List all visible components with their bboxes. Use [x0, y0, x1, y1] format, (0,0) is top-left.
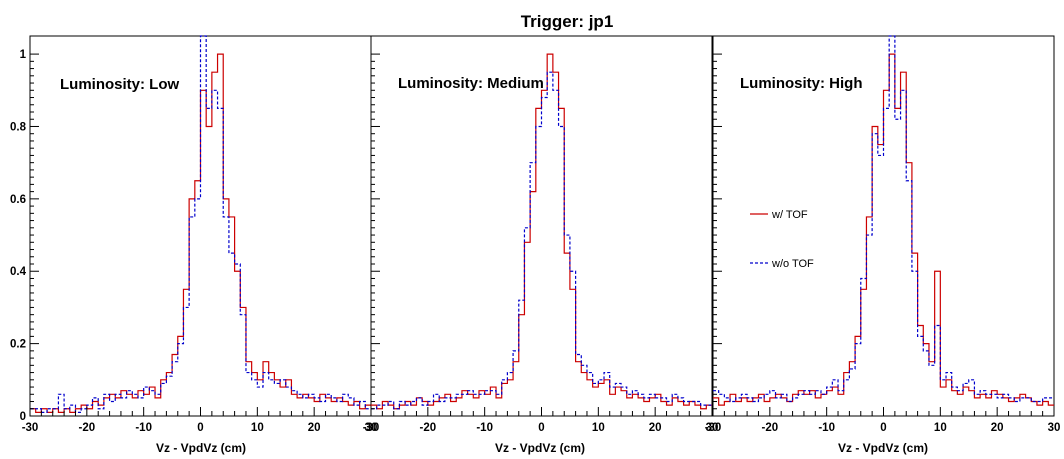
x-tick-label-low: 0	[197, 422, 203, 434]
x-tick-label-low: 10	[251, 422, 264, 434]
x-tick-label-medium: 30	[706, 422, 719, 434]
series-without-tof-high	[713, 35, 1054, 403]
x-tick-label-high: 10	[934, 422, 947, 434]
luminosity-label-high: Luminosity: High	[740, 75, 863, 92]
legend: w/ TOF w/o TOF	[750, 209, 814, 270]
x-axis-label-low: Vz - VpdVz (cm)	[156, 441, 246, 455]
plot-area-medium: -30 -20 -10 0 10 20 30	[363, 35, 719, 434]
luminosity-label-low: Luminosity: Low	[60, 76, 179, 93]
series-with-tof-low	[30, 53, 371, 413]
x-tick-label-high: -10	[818, 422, 835, 434]
x-tick-label-low: -10	[135, 422, 152, 434]
x-tick-label-medium: -20	[420, 422, 437, 434]
y-tick-label: 0.4	[10, 266, 27, 278]
x-tick-label-low: -20	[79, 422, 96, 434]
legend-label-with-tof: w/ TOF	[771, 209, 808, 221]
x-tick-label-medium: 10	[592, 422, 605, 434]
x-tick-label-high: 0	[880, 422, 886, 434]
legend-label-without-tof: w/o TOF	[771, 258, 814, 270]
x-tick-label-medium: -30	[363, 422, 380, 434]
figure-title: Trigger: jp1	[521, 12, 614, 31]
y-tick-label: 1	[20, 49, 27, 61]
y-tick-label: 0.8	[10, 121, 27, 133]
x-tick-label-high: 20	[991, 422, 1004, 434]
series-with-tof-high	[713, 53, 1054, 406]
plot-area-high: -30 -20 -10 0 10 20 30	[705, 35, 1061, 434]
series-without-tof-low	[30, 35, 371, 413]
y-tick-label: 0.2	[10, 339, 26, 351]
x-axis-label-high: Vz - VpdVz (cm)	[838, 441, 928, 455]
x-tick-label-high: -30	[705, 422, 722, 434]
y-tick-label: 0.6	[10, 194, 26, 206]
x-axis-label-medium: Vz - VpdVz (cm)	[495, 441, 585, 455]
x-tick-label-high: 30	[1048, 422, 1061, 434]
x-tick-label-low: 20	[308, 422, 321, 434]
y-tick-label: 0	[20, 411, 26, 423]
x-tick-label-high: -20	[762, 422, 779, 434]
x-tick-label-low: 30	[365, 422, 378, 434]
series-without-tof-medium	[371, 71, 712, 410]
panel-medium: -30 -20 -10 0 10 20 30 Luminosity: Medium Vz -…	[363, 35, 719, 455]
panel-high: -30 -20 -10 0 10 20 30 Luminosity: High Vz - V…	[705, 35, 1061, 455]
x-tick-label-low: -30	[22, 422, 39, 434]
luminosity-label-medium: Luminosity: Medium	[398, 75, 544, 92]
x-tick-label-medium: -10	[476, 422, 493, 434]
x-tick-label-medium: 20	[649, 422, 662, 434]
x-tick-label-medium: 0	[538, 422, 544, 434]
panel-low: -30 -20 -10 0 10 20 30 0 0.2 0.4 0.6 0.8 1 Luminosit…	[10, 35, 378, 455]
plot-area-low: -30 -20 -10 0 10 20 30 0 0.2 0.4 0.6 0.8 1	[10, 35, 378, 434]
